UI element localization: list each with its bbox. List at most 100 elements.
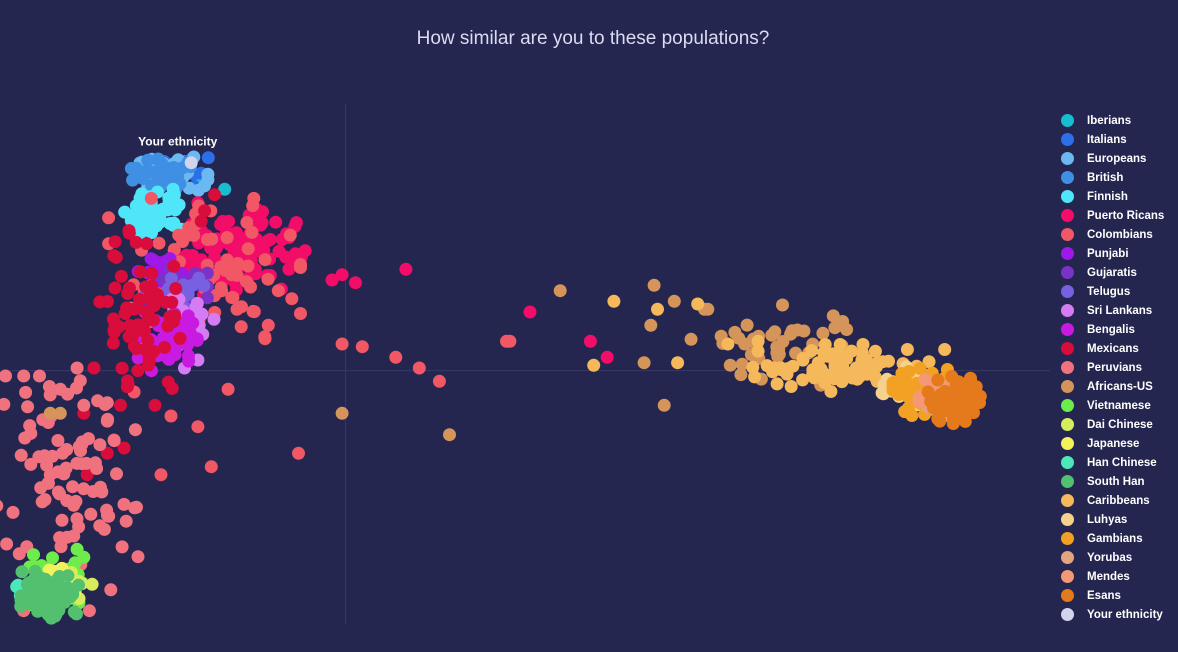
legend-item-mexicans[interactable]: Mexicans bbox=[1061, 339, 1164, 358]
point-gujaratis[interactable] bbox=[200, 291, 214, 305]
point-gambians[interactable] bbox=[905, 409, 919, 422]
point-mexicans[interactable] bbox=[148, 398, 162, 412]
point-south-han[interactable] bbox=[22, 597, 36, 611]
point-esans[interactable] bbox=[973, 396, 986, 410]
point-puerto-ricans[interactable] bbox=[325, 273, 339, 287]
point-peruvians[interactable] bbox=[84, 507, 98, 521]
point-caribbeans[interactable] bbox=[746, 360, 760, 374]
point-south-han[interactable] bbox=[21, 576, 35, 590]
point-colombians[interactable] bbox=[285, 292, 299, 306]
point-colombians[interactable] bbox=[412, 361, 426, 375]
point-peruvians[interactable] bbox=[104, 583, 118, 597]
legend-item-south-han[interactable]: South Han bbox=[1061, 472, 1164, 491]
point-peruvians[interactable] bbox=[101, 412, 115, 426]
point-mexicans[interactable] bbox=[109, 250, 123, 264]
point-peruvians[interactable] bbox=[6, 505, 20, 519]
point-colombians[interactable] bbox=[294, 307, 307, 320]
point-mexicans[interactable] bbox=[120, 301, 134, 315]
point-caribbeans[interactable] bbox=[818, 338, 832, 351]
point-peruvians[interactable] bbox=[131, 550, 145, 564]
point-mexicans[interactable] bbox=[141, 305, 155, 319]
point-telugus[interactable] bbox=[164, 271, 178, 285]
point-esans[interactable] bbox=[927, 401, 940, 415]
point-puerto-ricans[interactable] bbox=[186, 249, 200, 262]
point-mexicans[interactable] bbox=[121, 287, 135, 300]
legend-item-esans[interactable]: Esans bbox=[1061, 586, 1164, 605]
point-esans[interactable] bbox=[969, 380, 983, 394]
point-caribbeans[interactable] bbox=[824, 385, 838, 398]
point-colombians[interactable] bbox=[355, 340, 369, 354]
point-africans-us[interactable] bbox=[657, 398, 671, 412]
point-colombians[interactable] bbox=[247, 191, 261, 205]
point-esans[interactable] bbox=[959, 384, 973, 398]
point-africans-us[interactable] bbox=[828, 321, 842, 335]
point-peruvians[interactable] bbox=[88, 456, 102, 470]
point-peruvians[interactable] bbox=[117, 497, 131, 511]
point-peruvians[interactable] bbox=[21, 400, 35, 414]
point-british[interactable] bbox=[145, 165, 159, 179]
point-colombians[interactable] bbox=[245, 225, 259, 239]
point-mexicans[interactable] bbox=[108, 281, 122, 295]
point-esans[interactable] bbox=[946, 410, 960, 424]
point-caribbeans[interactable] bbox=[922, 355, 936, 369]
point-africans-us[interactable] bbox=[734, 368, 748, 382]
point-colombians[interactable] bbox=[258, 253, 272, 267]
legend-item-yorubas[interactable]: Yorubas bbox=[1061, 548, 1164, 567]
point-colombians[interactable] bbox=[154, 468, 168, 482]
point-iberians[interactable] bbox=[218, 182, 232, 196]
point-africans-us[interactable] bbox=[840, 323, 854, 336]
point-europeans[interactable] bbox=[201, 167, 215, 181]
point-puerto-ricans[interactable] bbox=[349, 276, 362, 290]
point-mexicans[interactable] bbox=[198, 204, 212, 218]
point-mexicans[interactable] bbox=[87, 361, 101, 375]
point-colombians[interactable] bbox=[219, 264, 233, 277]
point-africans-us[interactable] bbox=[740, 318, 754, 332]
point-caribbeans[interactable] bbox=[796, 373, 810, 387]
point-telugus[interactable] bbox=[185, 278, 199, 292]
point-mexicans[interactable] bbox=[106, 336, 120, 350]
point-peruvians[interactable] bbox=[14, 448, 28, 462]
legend-item-your-ethnicity[interactable]: Your ethnicity bbox=[1061, 605, 1164, 624]
point-mexicans[interactable] bbox=[115, 361, 129, 375]
point-mexicans[interactable] bbox=[145, 266, 159, 280]
point-mexicans[interactable] bbox=[141, 334, 155, 348]
scatter-plot[interactable]: Your ethnicity bbox=[0, 0, 1050, 652]
point-peruvians[interactable] bbox=[119, 514, 133, 528]
point-mexicans[interactable] bbox=[173, 331, 187, 345]
point-peruvians[interactable] bbox=[60, 443, 74, 456]
point-africans-us[interactable] bbox=[770, 340, 784, 354]
point-peruvians[interactable] bbox=[23, 419, 37, 433]
point-peruvians[interactable] bbox=[0, 369, 12, 383]
point-africans-us[interactable] bbox=[785, 324, 799, 338]
legend-item-japanese[interactable]: Japanese bbox=[1061, 434, 1164, 453]
point-peruvians[interactable] bbox=[43, 468, 57, 482]
point-colombians[interactable] bbox=[226, 291, 240, 304]
point-dai-chinese[interactable] bbox=[85, 577, 99, 591]
point-colombians[interactable] bbox=[240, 216, 254, 229]
point-bengalis[interactable] bbox=[181, 349, 195, 363]
point-africans-us[interactable] bbox=[684, 332, 698, 346]
point-caribbeans[interactable] bbox=[833, 338, 847, 351]
point-mexicans[interactable] bbox=[114, 269, 128, 283]
point-colombians[interactable] bbox=[152, 236, 166, 250]
point-peruvians[interactable] bbox=[74, 444, 87, 458]
point-colombians[interactable] bbox=[235, 300, 248, 314]
point-mexicans[interactable] bbox=[114, 398, 127, 412]
point-peruvians[interactable] bbox=[0, 397, 11, 411]
point-peruvians[interactable] bbox=[128, 423, 142, 437]
point-peruvians[interactable] bbox=[45, 449, 59, 463]
point-sri-lankans[interactable] bbox=[207, 312, 221, 326]
point-colombians[interactable] bbox=[102, 211, 116, 225]
point-peruvians[interactable] bbox=[53, 487, 66, 501]
point-caribbeans[interactable] bbox=[786, 359, 800, 373]
point-peruvians[interactable] bbox=[86, 485, 100, 498]
point-caribbeans[interactable] bbox=[796, 351, 810, 365]
point-colombians[interactable] bbox=[234, 320, 248, 334]
point-south-han[interactable] bbox=[15, 565, 29, 579]
point-africans-us[interactable] bbox=[53, 406, 67, 420]
point-caribbeans[interactable] bbox=[839, 366, 853, 380]
point-peruvians[interactable] bbox=[82, 604, 96, 618]
point-south-han[interactable] bbox=[58, 581, 71, 595]
point-caribbeans[interactable] bbox=[751, 344, 765, 358]
point-mexicans[interactable] bbox=[131, 364, 145, 378]
